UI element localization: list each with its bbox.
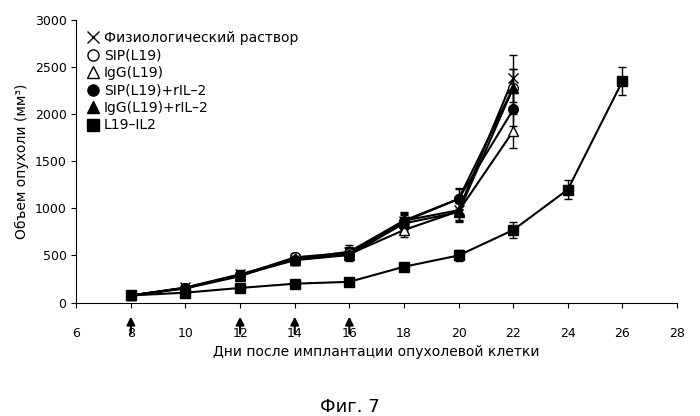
Text: Фиг. 7: Фиг. 7 <box>320 398 380 416</box>
X-axis label: Дни после имплантации опухолевой клетки: Дни после имплантации опухолевой клетки <box>214 345 540 359</box>
Legend: Физиологический раствор, SIP(L19), IgG(L19), SIP(L19)+rIL–2, IgG(L19)+rIL–2, L19: Физиологический раствор, SIP(L19), IgG(L… <box>83 27 302 136</box>
Y-axis label: Объем опухоли (мм³): Объем опухоли (мм³) <box>15 84 29 239</box>
